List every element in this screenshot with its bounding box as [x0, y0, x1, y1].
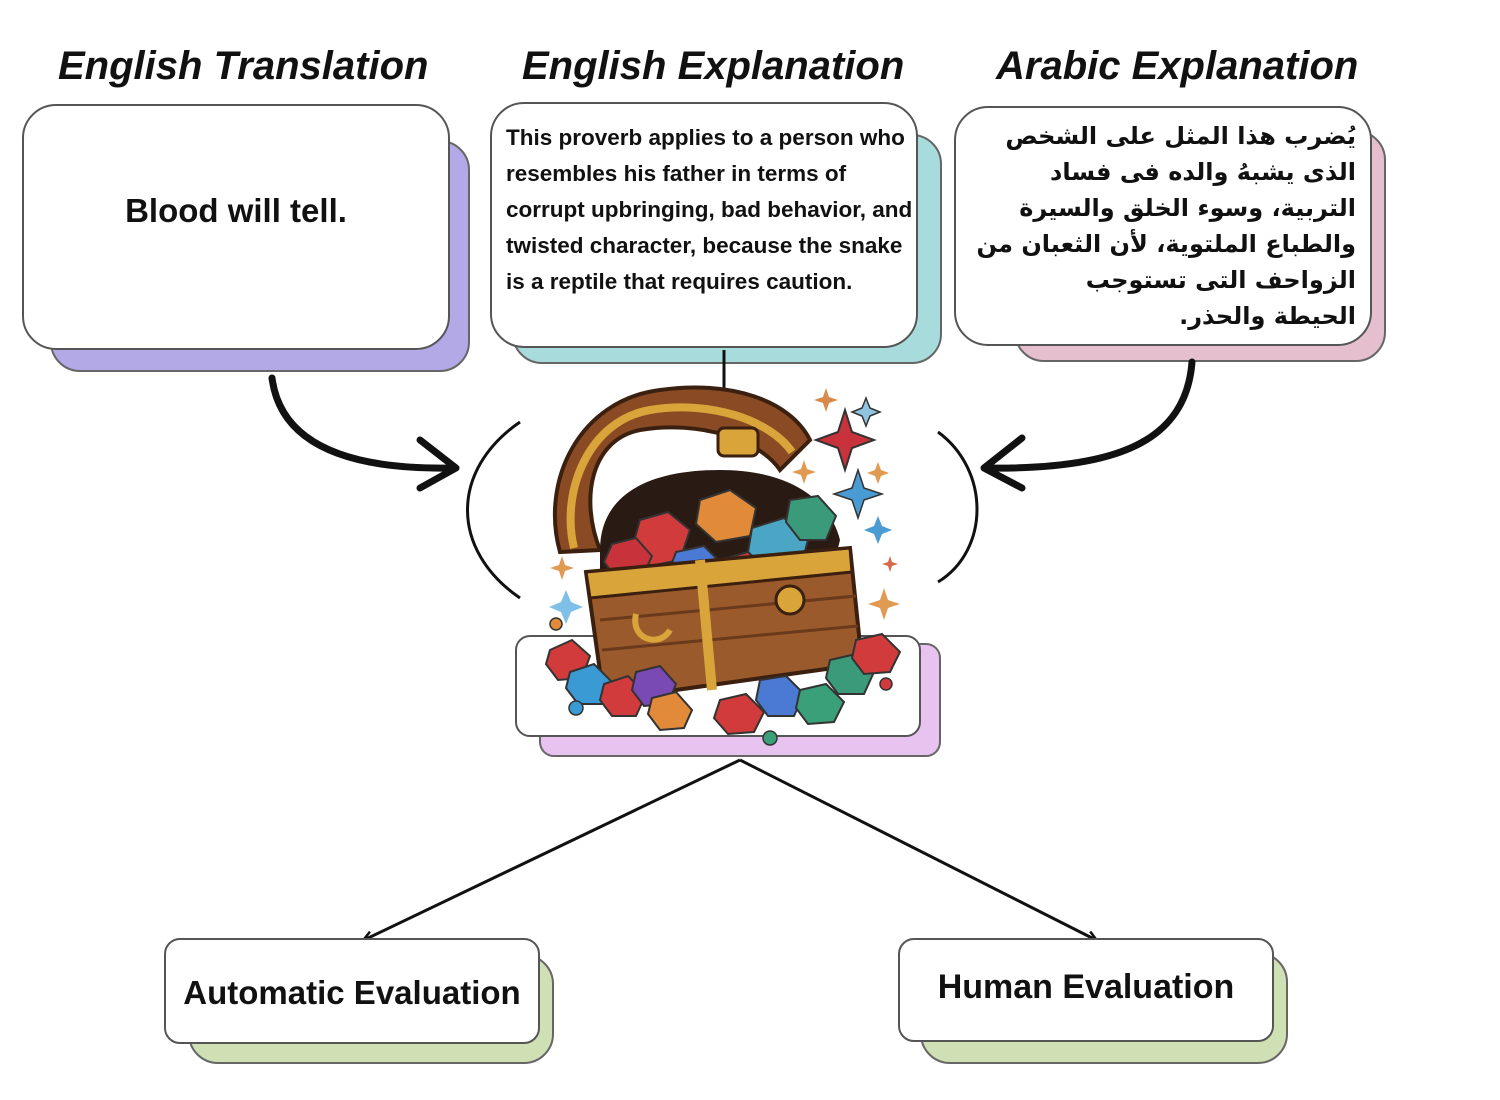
left-bracket-arc [466, 420, 521, 600]
english-explanation-card: This proverb applies to a person who res… [490, 102, 918, 348]
translation-text: Blood will tell. [125, 192, 347, 229]
translation-card: Blood will tell. [22, 104, 450, 350]
human-evaluation-card: Human Evaluation [898, 938, 1274, 1042]
arabic-explanation-card: يُضرب هذا المثل على الشخص الذى يشبهُ والد… [954, 106, 1372, 346]
treasure-chest-icon [544, 385, 902, 746]
line-to-automatic [364, 758, 741, 940]
automatic-evaluation-card: Automatic Evaluation [164, 938, 540, 1044]
right-curved-arrow [982, 358, 1196, 472]
heading-english-translation: English Translation [58, 44, 429, 88]
left-arrowhead [416, 436, 460, 492]
ground-gems [544, 617, 902, 746]
arabic-explanation-line: الذى يشبهُ والده فى فساد [1050, 158, 1356, 186]
sparkle-icons [549, 388, 900, 624]
right-bracket-arc [937, 430, 979, 584]
arabic-explanation-line: الحيطة والحذر. [1179, 302, 1356, 330]
english-explanation-text: This proverb applies to a person who res… [506, 125, 913, 294]
human-evaluation-label: Human Evaluation [937, 968, 1235, 1006]
arabic-explanation-line: الزواحف التى تستوجب [1085, 266, 1356, 294]
left-curved-arrow [268, 374, 456, 472]
arabic-explanation-text: يُضرب هذا المثل على الشخص الذى يشبهُ والد… [964, 118, 1357, 334]
arabic-explanation-line: التربية، وسوء الخلق والسيرة [1019, 194, 1356, 222]
heading-english-explanation: English Explanation [522, 44, 905, 88]
arabic-explanation-line: والطباع الملتوية، لأن الثعبان من [976, 230, 1357, 258]
right-arrowhead [980, 434, 1026, 492]
heading-arabic-explanation: Arabic Explanation [996, 44, 1359, 88]
line-to-human [739, 758, 1096, 940]
arabic-explanation-line: يُضرب هذا المثل على الشخص [1005, 122, 1356, 150]
automatic-evaluation-label: Automatic Evaluation [183, 974, 521, 1011]
